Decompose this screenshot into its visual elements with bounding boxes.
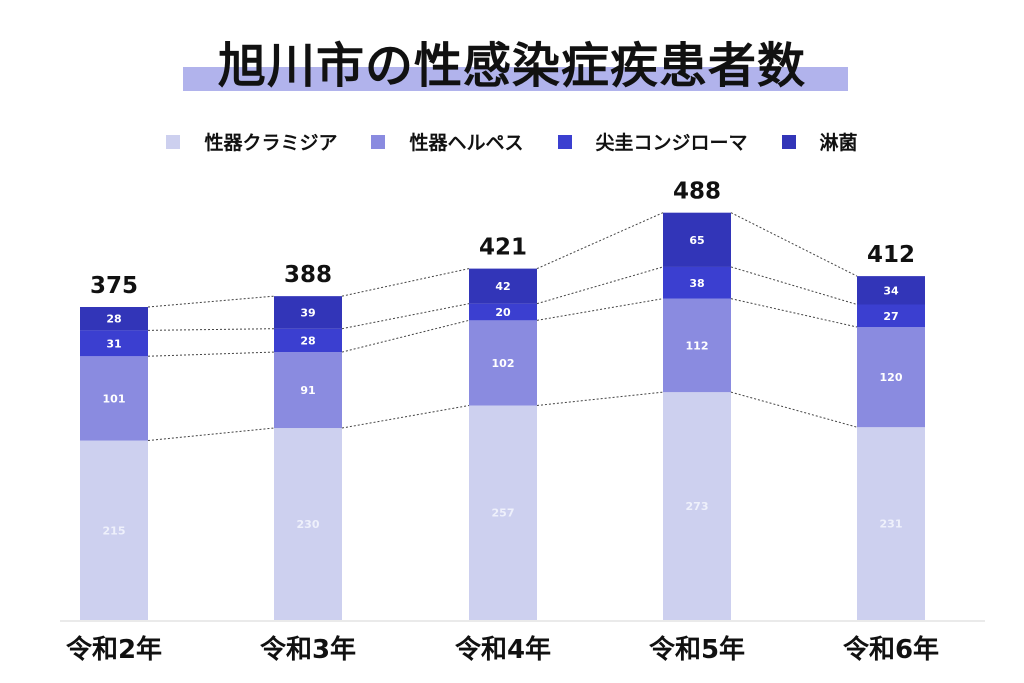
legend-item: 淋菌 [781,128,858,155]
data-label: 28 [106,313,121,326]
legend-swatch [371,134,386,149]
bar-segment [663,298,731,393]
data-label: 20 [495,306,511,319]
bar-segment [857,304,925,328]
connector-line [147,295,275,308]
bar-segment [80,330,148,357]
legend-item: 性器ヘルペス [371,128,524,155]
bar-segment [80,307,148,331]
x-tick-label: 令和6年 [843,634,939,665]
total-label: 412 [867,242,915,268]
data-label: 65 [689,234,704,247]
legend-swatch [781,134,796,149]
connector-line [730,266,858,305]
bar-segment [663,392,731,620]
legend-item: 性器クラミジア [166,128,337,155]
connector-line [147,427,275,442]
total-label: 488 [673,179,721,205]
data-label: 38 [689,277,704,290]
legend-swatch [166,134,181,149]
connector-line [536,298,664,321]
bar-segment [274,428,342,620]
connector-line [147,351,275,357]
bar-segment [80,440,148,620]
connector-line [730,212,858,277]
data-label: 230 [297,518,320,531]
bar-segment [469,405,537,620]
data-label: 27 [883,310,898,323]
data-label: 31 [106,337,121,350]
legend-label: 性器クラミジア [204,132,338,154]
connector-line [341,268,470,297]
bar-segment [663,212,731,267]
connector-line [341,319,470,353]
legend-label: 淋菌 [819,132,858,154]
bar-segment [274,296,342,329]
x-tick-label: 令和4年 [455,634,551,665]
data-label: 91 [300,384,315,397]
data-label: 231 [880,518,903,531]
data-label: 215 [103,524,126,537]
bar-segment [274,352,342,429]
data-label: 257 [492,507,515,520]
bar-segment [274,328,342,353]
bar-segment [663,266,731,299]
data-label: 39 [300,306,315,319]
data-label: 273 [686,500,709,513]
bar-segment [469,303,537,321]
data-label: 120 [880,371,903,384]
connector-line [730,298,858,328]
data-label: 101 [103,392,126,405]
chart-title: 旭川市の性感染症疾患者数 [217,38,806,94]
connector-line [341,303,470,330]
legend: 性器クラミジア 性器ヘルペス 尖圭コンジローマ 淋菌 [0,128,1024,155]
bar-segment [469,320,537,406]
total-label: 388 [284,262,332,288]
legend-label: 尖圭コンジローマ [595,132,748,154]
title-highlight [183,67,848,91]
data-label: 34 [883,284,899,297]
connector-line [147,328,275,331]
legend-swatch [557,134,572,149]
x-tick-label: 令和2年 [66,634,162,665]
legend-item: 尖圭コンジローマ [557,128,748,155]
connector-line [536,391,664,406]
data-label: 102 [492,357,515,370]
bar-segment [857,327,925,428]
bar-segment [80,356,148,441]
bar-segment [469,268,537,304]
data-label: 112 [686,339,709,352]
x-tick-label: 令和3年 [260,634,356,665]
total-label: 421 [479,235,527,261]
bar-segment [857,276,925,305]
connector-line [536,212,664,270]
connector-line [730,391,858,428]
data-label: 28 [300,334,315,347]
bar-segment [857,427,925,620]
total-label: 375 [90,273,138,299]
legend-label: 性器ヘルペス [409,132,524,154]
data-label: 42 [495,280,510,293]
connector-line [341,404,470,429]
x-tick-label: 令和5年 [649,634,745,665]
connector-line [536,266,664,305]
